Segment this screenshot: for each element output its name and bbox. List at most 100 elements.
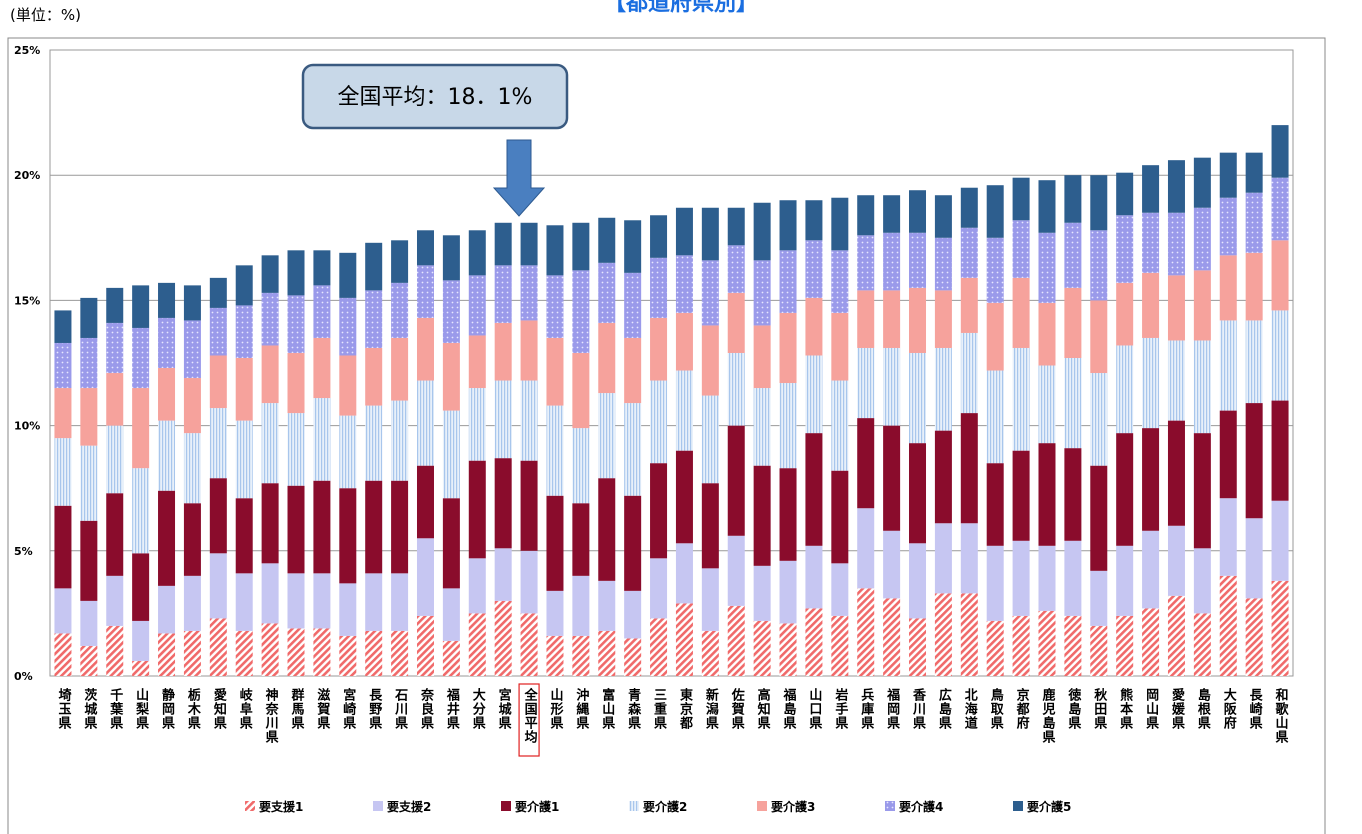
bar-segment (909, 443, 927, 544)
bar-segment (261, 623, 279, 676)
bar-segment (960, 593, 978, 676)
bar-segment (287, 352, 305, 414)
bar-segment (883, 347, 901, 426)
bar-segment (805, 608, 823, 676)
bar-segment (727, 605, 745, 676)
bar-segment (934, 430, 952, 524)
bar-segment (805, 240, 823, 298)
bar-segment (520, 460, 538, 551)
x-tick-label: 福井県 (444, 687, 461, 730)
x-tick-label: 三重県 (651, 688, 667, 730)
bar-segment (701, 630, 719, 676)
bar-segment (106, 287, 124, 323)
bar-segment (1193, 433, 1211, 549)
bar-segment (857, 588, 875, 676)
callout: 全国平均：18．1% (301, 63, 569, 217)
bar-segment (1012, 277, 1030, 348)
bar-segment (520, 380, 538, 461)
bar-segment (1142, 212, 1160, 273)
bar-segment (831, 250, 849, 313)
bar-segment (857, 418, 875, 509)
bar-segment (1012, 347, 1030, 451)
bar-segment (209, 478, 227, 554)
x-tick-label: 全国平均 (522, 687, 539, 744)
bar-segment (235, 498, 253, 574)
bar-segment (624, 272, 642, 338)
bar-segment (624, 590, 642, 639)
bar-segment (572, 352, 590, 429)
bar-segment (520, 550, 538, 614)
bar-segment (183, 320, 201, 379)
x-tick-label: 石川県 (392, 688, 409, 730)
bar-segment (391, 573, 409, 631)
bar-segment (442, 410, 460, 499)
bar-segment (753, 260, 771, 326)
x-tick-label: 鳥取県 (988, 687, 1004, 730)
x-tick-label: 沖縄県 (573, 687, 589, 730)
bar-segment (934, 237, 952, 291)
bar-segment (675, 450, 693, 544)
bar-segment (1064, 287, 1082, 358)
bar-segment (727, 535, 745, 606)
highlight-box (518, 683, 540, 757)
bar-segment (675, 312, 693, 371)
bar-segment (209, 277, 227, 308)
bar-segment (416, 615, 434, 676)
bar-segment (1012, 450, 1030, 541)
bar-segment (1064, 448, 1082, 541)
bar-segment (934, 347, 952, 431)
bar-segment (391, 282, 409, 338)
bar-segment (1271, 310, 1289, 401)
bar-segment (416, 230, 434, 266)
bar-segment (1219, 410, 1237, 499)
bar-segment (391, 630, 409, 676)
bar-segment (1193, 157, 1211, 208)
bar-segment (1090, 373, 1108, 466)
legend-label: 要介護3 (771, 799, 815, 814)
bar-segment (183, 378, 201, 434)
bar-segment (572, 270, 590, 353)
legend-swatch (1013, 801, 1023, 811)
bar-segment (494, 265, 512, 323)
bar-segment (701, 568, 719, 631)
legend-swatch (245, 801, 255, 811)
bar-segment (106, 493, 124, 576)
bar-segment (1116, 215, 1134, 283)
bar-segment (1012, 540, 1030, 616)
bar-segment (54, 588, 72, 634)
bar-segment (132, 553, 150, 621)
x-tick-label: 東京都 (677, 687, 694, 730)
bar-segment (1193, 207, 1211, 271)
bar-segment (468, 388, 486, 461)
bar-segment (934, 593, 952, 676)
bar-segment (779, 468, 797, 561)
frame (7, 37, 1326, 834)
bar-segment (1090, 625, 1108, 676)
bar-segment (442, 235, 460, 281)
bar-segment (339, 355, 357, 416)
bar-segment (339, 297, 357, 356)
bar-segment (546, 225, 564, 276)
bar-segment (598, 630, 616, 676)
bar-segment (779, 560, 797, 624)
legend-label: 要介護5 (1027, 799, 1071, 814)
bar-segment (831, 615, 849, 676)
bar-segment (753, 388, 771, 466)
bar-segment (1193, 340, 1211, 434)
bar-segment (1038, 302, 1056, 366)
bar-segment (1142, 428, 1160, 531)
bar-segment (831, 470, 849, 564)
bar-segment (1038, 545, 1056, 611)
bar-segment (365, 630, 383, 676)
bar-segment (158, 585, 176, 634)
bar-segment (727, 245, 745, 293)
bar-segment (546, 337, 564, 406)
bar-segment (132, 285, 150, 328)
bar-segment (1012, 220, 1030, 278)
bar-segment (986, 620, 1004, 676)
bar-segment (365, 573, 383, 631)
bar-segment (313, 337, 331, 399)
bar-segment (650, 558, 668, 619)
x-tick-label: 山口県 (806, 687, 822, 730)
bar-segment (650, 257, 668, 318)
